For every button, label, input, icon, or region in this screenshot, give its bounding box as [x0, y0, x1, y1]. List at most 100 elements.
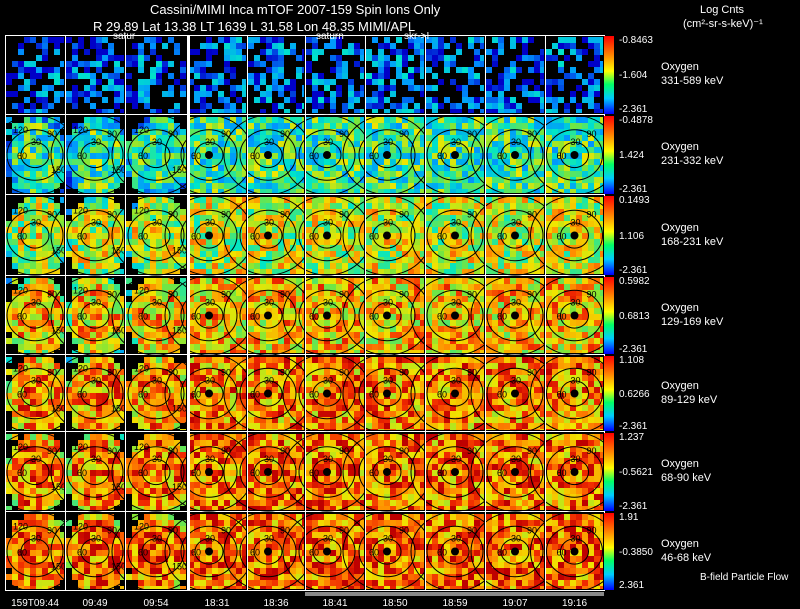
- heatmap-panel-r0-c1: [66, 37, 124, 113]
- contour-line: [66, 525, 124, 578]
- contour-label: 90: [467, 446, 477, 456]
- colorbar: [604, 36, 614, 114]
- contour-label: 90: [221, 446, 231, 456]
- field-pole-dot: [511, 151, 519, 159]
- contour-line: [500, 141, 530, 169]
- contour-label: 120: [134, 522, 149, 532]
- contour-label: 30: [511, 298, 521, 308]
- contour-label: 90: [107, 210, 117, 220]
- heatmap-panel-r5-c6: 30 60 90: [342, 431, 432, 513]
- contour-label: 150: [51, 246, 66, 256]
- field-pole-dot: [570, 311, 579, 320]
- contour-label: 90: [47, 290, 57, 300]
- contour-line: [358, 367, 416, 420]
- contour-label: 60: [369, 151, 379, 161]
- contour-label: 60: [17, 151, 27, 161]
- contour-label: 90: [587, 526, 597, 536]
- colorbar-min-label: -2.361: [619, 344, 648, 355]
- contour-label: 30: [152, 454, 162, 464]
- contour-line: [546, 129, 603, 181]
- contour-label: 30: [323, 298, 333, 308]
- contour-line: [141, 222, 171, 249]
- contour-line: [500, 458, 530, 486]
- colorbar-min-label: -2.361: [619, 104, 648, 115]
- contour-label: 150: [172, 165, 187, 175]
- contour-label: 150: [111, 165, 126, 175]
- field-pole-dot: [205, 231, 213, 240]
- contour-label: 30: [323, 137, 333, 147]
- contour-label: 60: [17, 232, 27, 242]
- heatmap-panel-r2-c2: 30 60 90 120 150: [111, 195, 201, 276]
- contour-label: 60: [369, 390, 379, 400]
- contour-label: 30: [264, 376, 274, 386]
- contour-label: 150: [172, 246, 187, 256]
- energy-range-label: 68-90 keV: [661, 472, 712, 484]
- contour-label: 120: [134, 286, 149, 296]
- contour-line: [298, 446, 356, 498]
- contour-line: [298, 209, 356, 262]
- contour-label: 60: [497, 548, 507, 558]
- time-gap-bar: [305, 592, 604, 596]
- contour-label: 60: [309, 312, 319, 322]
- contour-line: [239, 289, 297, 342]
- contour-line: [426, 525, 484, 578]
- contour-label: 90: [467, 210, 477, 220]
- contour-line: [141, 302, 171, 329]
- contour-line: [66, 367, 124, 420]
- species-label: Oxygen: [661, 458, 699, 470]
- contour-line: [372, 458, 402, 486]
- species-label: Oxygen: [661, 301, 699, 314]
- heatmap-panel-r0-c7: [426, 37, 484, 113]
- contour-line: [426, 367, 484, 420]
- contour-label: 90: [107, 526, 117, 536]
- contour-line: [6, 367, 64, 420]
- contour-label: 90: [399, 129, 409, 139]
- contour-line: [253, 380, 283, 407]
- contour-line: [80, 141, 110, 169]
- colorbar-mid-label: -0.5621: [619, 467, 653, 478]
- contour-label: 60: [138, 312, 148, 322]
- contour-label: 30: [383, 218, 393, 228]
- contour-label: 120: [73, 286, 88, 296]
- heatmap-panel-r4-c5: 30 60 90: [282, 353, 372, 434]
- field-pole-dot: [451, 468, 459, 476]
- colorbar-max-label: -0.4878: [619, 115, 653, 126]
- contour-label: 120: [13, 364, 28, 374]
- contour-label: 90: [339, 290, 349, 300]
- colorbar-max-label: 1.91: [619, 512, 639, 523]
- heatmap-panel-r0-c8: [486, 37, 544, 113]
- contour-label: 30: [571, 454, 581, 464]
- x-tick-label: 09:54: [143, 598, 169, 609]
- contour-line: [194, 380, 224, 407]
- contour-label: 150: [111, 404, 126, 414]
- field-pole-dot: [264, 547, 272, 556]
- contour-line: [80, 302, 110, 329]
- contour-line: [298, 129, 356, 181]
- contour-label: 60: [497, 312, 507, 322]
- contour-line: [486, 446, 544, 498]
- contour-line: [530, 275, 619, 356]
- contour-line: [440, 538, 470, 565]
- colorbar-mid-label: 0.6266: [619, 388, 650, 400]
- column-divider: [485, 35, 486, 591]
- contour-label: 90: [399, 446, 409, 456]
- field-pole-dot: [264, 389, 272, 398]
- contour-label: 30: [451, 218, 461, 228]
- heatmap-panel-r5-c5: 30 60 90: [282, 431, 372, 513]
- contour-line: [180, 525, 238, 578]
- contour-label: 30: [323, 454, 333, 464]
- contour-line: [141, 380, 171, 407]
- x-tick-label: 19:16: [561, 598, 588, 609]
- contour-label: 90: [221, 290, 231, 300]
- contour-label: 30: [91, 376, 101, 386]
- contour-line: [298, 289, 356, 342]
- field-pole-dot: [511, 389, 519, 398]
- heatmap-panel-r5-c8: 30 60 90: [470, 431, 560, 513]
- contour-label: 30: [451, 376, 461, 386]
- heatmap-panel-r6-c5: 30 60 90: [282, 511, 372, 592]
- saturn-marker-b: saturn: [316, 31, 344, 42]
- contour-label: 120: [13, 442, 28, 452]
- contour-line: [239, 367, 297, 420]
- contour-line: [20, 302, 50, 329]
- contour-line: [500, 538, 530, 565]
